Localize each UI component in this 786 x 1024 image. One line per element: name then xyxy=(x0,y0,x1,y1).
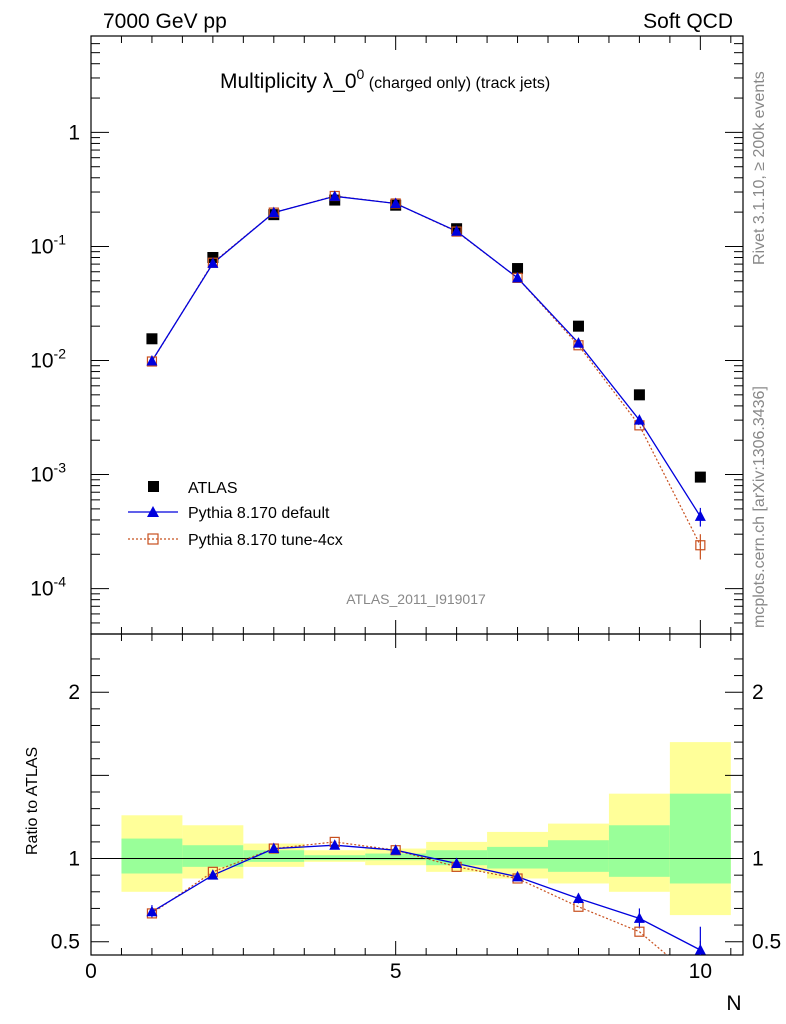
atlas-point xyxy=(694,471,706,483)
ratio-default-point xyxy=(694,944,706,955)
default-point xyxy=(207,257,219,268)
ratio-ylabel: Ratio to ATLAS xyxy=(24,747,41,855)
source-label: mcplots.cern.ch [arXiv:1306.3436] xyxy=(751,386,768,628)
process-label: Soft QCD xyxy=(643,10,733,33)
rivet-label: Rivet 3.1.10, ≥ 200k events xyxy=(751,71,768,265)
ratio-default-point xyxy=(146,905,158,917)
legend: ATLAS Pythia 8.170 default Pythia 8.170 … xyxy=(128,480,343,549)
band-inner xyxy=(304,855,366,861)
band-inner xyxy=(608,825,670,877)
title-main: Multiplicity λ_0 xyxy=(220,70,357,93)
y-tick-label: 10-4 xyxy=(30,574,66,601)
ratio-y-tick-label: 1 xyxy=(68,848,80,871)
ratio-y-tick-label-right: 0.5 xyxy=(752,931,781,954)
band-inner xyxy=(121,838,183,874)
default-point xyxy=(694,510,706,521)
ratio-default-point xyxy=(572,892,584,903)
y-tick-label: 1 xyxy=(68,121,80,144)
chart-title: Multiplicity λ_00 (charged only) (track … xyxy=(220,66,550,93)
ratio-bands xyxy=(91,742,743,916)
band-inner xyxy=(243,850,305,862)
y-tick-label: 10-1 xyxy=(30,231,66,258)
band-inner xyxy=(669,793,731,884)
band-inner xyxy=(365,853,427,861)
y-tick-exponent: -3 xyxy=(54,460,67,476)
atlas-point xyxy=(146,333,158,345)
default-point xyxy=(633,414,645,425)
ratio-default-point xyxy=(390,844,402,855)
ratio-default-point xyxy=(451,857,463,869)
default-point xyxy=(512,271,524,283)
ratio-default-line xyxy=(151,844,701,951)
plot-frames xyxy=(90,35,744,956)
energy-label: 7000 GeV pp xyxy=(103,10,227,33)
x-tick-label: 10 xyxy=(689,960,712,983)
legend-tune-marker xyxy=(147,533,159,545)
ratio-default-point xyxy=(268,842,280,854)
legend-atlas-label: ATLAS xyxy=(188,480,238,497)
default-point xyxy=(146,354,158,366)
default-point xyxy=(572,337,584,348)
data-series xyxy=(146,190,706,955)
ratio-y-tick-label-right: 2 xyxy=(752,681,764,704)
atlas-point xyxy=(572,320,584,332)
y-tick-label: 10-3 xyxy=(30,460,66,487)
title-small: (charged only) (track jets) xyxy=(364,75,550,92)
band-inner xyxy=(487,846,549,869)
title-sup: 0 xyxy=(357,66,365,82)
axis-ticks: 0 5 10 1 10-1 10-2 10-3 10-4 2 2 1 1 0.5 0.5 xyxy=(30,35,781,983)
atlas-point xyxy=(633,389,645,401)
xlabel: N xyxy=(726,992,741,1015)
x-tick-label: 5 xyxy=(390,960,402,983)
x-tick-label: 0 xyxy=(85,960,97,983)
y-tick-label: 10-2 xyxy=(30,346,66,373)
ratio-default-point xyxy=(329,839,341,850)
default-line xyxy=(151,195,701,517)
band-inner xyxy=(182,845,244,867)
tune-point xyxy=(695,540,706,551)
ratio-tune-point xyxy=(573,901,584,912)
legend-default-marker xyxy=(147,506,159,517)
ratio-y-tick-label: 0.5 xyxy=(51,931,80,954)
ratio-y-tick-label-right: 1 xyxy=(752,848,764,871)
ratio-y-tick-label: 2 xyxy=(68,681,80,704)
ratio-tune-point xyxy=(634,926,645,937)
default-point xyxy=(451,225,463,236)
default-point xyxy=(329,190,341,201)
default-point xyxy=(268,206,280,218)
ratio-default-point xyxy=(512,870,524,882)
y-tick-exponent: -4 xyxy=(54,574,67,590)
ratio-tune-line xyxy=(151,841,668,955)
legend-tune-label: Pythia 8.170 tune-4cx xyxy=(188,532,343,549)
ratio-default-point xyxy=(633,912,645,923)
y-tick-exponent: -1 xyxy=(54,231,67,247)
analysis-id: ATLAS_2011_I919017 xyxy=(346,591,486,607)
y-tick-exponent: -2 xyxy=(54,346,67,362)
ratio-series xyxy=(146,836,706,955)
ratio-frame xyxy=(90,633,744,956)
default-point xyxy=(390,197,402,208)
legend-atlas-marker xyxy=(148,481,159,492)
legend-default-label: Pythia 8.170 default xyxy=(188,505,330,522)
ratio-default-point xyxy=(207,869,219,880)
band-inner xyxy=(548,840,609,872)
atlas-point xyxy=(512,263,524,275)
